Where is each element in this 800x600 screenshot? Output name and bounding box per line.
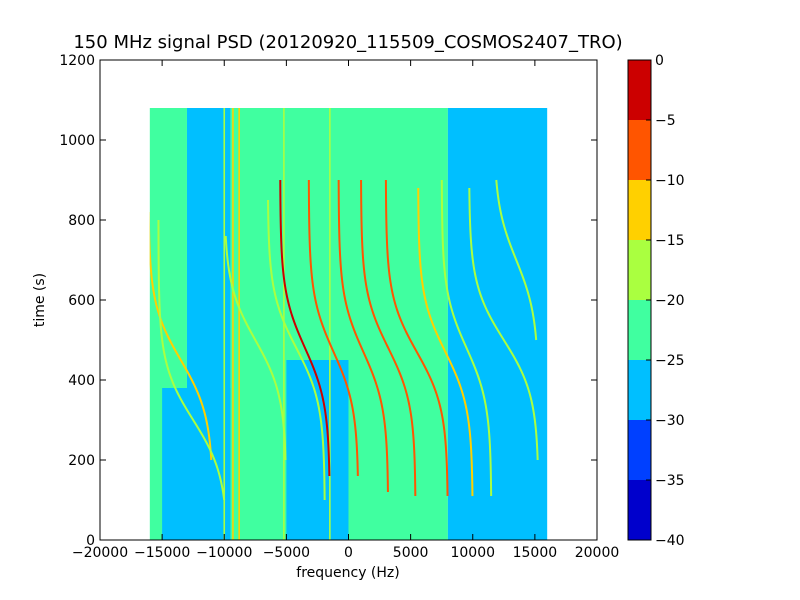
x-tick-label: −15000 — [134, 545, 190, 561]
doppler-trace — [495, 179, 538, 341]
doppler-trace — [149, 211, 213, 461]
doppler-trace — [224, 235, 287, 461]
doppler-trace — [417, 187, 474, 497]
doppler-trace — [337, 180, 389, 493]
y-tick-label: 200 — [68, 453, 95, 469]
x-tick-label: 10000 — [450, 545, 495, 561]
colorbar-segment — [628, 360, 651, 420]
y-tick-label: 1000 — [59, 133, 95, 149]
heatmap-content — [149, 108, 548, 540]
doppler-trace — [157, 219, 226, 501]
colorbar-segment — [628, 480, 651, 540]
colorbar-segment — [628, 120, 651, 180]
colorbar: 0 −5 −10 −15 −20 −25 −30 −35 −40 — [627, 53, 685, 549]
doppler-trace — [279, 180, 331, 477]
doppler-trace — [360, 179, 417, 497]
colorbar-segment — [628, 240, 651, 300]
doppler-trace — [267, 199, 326, 501]
doppler-trace — [440, 179, 493, 497]
colorbar-tick-label: −30 — [655, 413, 685, 429]
colorbar-segment — [628, 420, 651, 480]
x-tick-label: 15000 — [513, 545, 558, 561]
x-tick-label: 0 — [344, 545, 353, 561]
heatmap-cell — [162, 388, 231, 540]
x-tick-label: 5000 — [393, 545, 429, 561]
colorbar-tick-label: −20 — [655, 293, 685, 309]
x-tick-label: −5000 — [263, 545, 310, 561]
heatmap-cell — [447, 108, 548, 540]
colorbar-tick-label: −10 — [655, 173, 685, 189]
colorbar-segment — [628, 60, 651, 120]
y-tick-label: 0 — [86, 533, 95, 549]
heatmap-cell — [286, 360, 349, 540]
y-axis: 0 200 400 600 800 1000 1200 — [59, 53, 597, 549]
x-axis-label: frequency (Hz) — [296, 565, 399, 581]
y-tick-label: 800 — [68, 213, 95, 229]
x-tick-label: −10000 — [196, 545, 252, 561]
plot-area — [99, 59, 598, 541]
y-tick-label: 400 — [68, 373, 95, 389]
x-tick-label: −20000 — [72, 545, 128, 561]
chart-title: 150 MHz signal PSD (20120920_115509_COSM… — [73, 32, 622, 53]
colorbar-segment — [628, 300, 651, 360]
doppler-trace — [468, 187, 539, 461]
y-tick-label: 600 — [68, 293, 95, 309]
x-axis: −20000 −15000 −10000 −5000 0 5000 10000 15000 20… — [72, 60, 619, 561]
colorbar-tick-label: −40 — [655, 533, 685, 549]
doppler-trace — [307, 180, 359, 477]
heatmap-layer — [149, 108, 548, 540]
colorbar-tick-label: −15 — [655, 233, 685, 249]
colorbar-tick-label: 0 — [655, 53, 664, 69]
x-tick-label: 20000 — [575, 545, 620, 561]
y-tick-label: 1200 — [59, 53, 95, 69]
colorbar-tick-label: −35 — [655, 473, 685, 489]
colorbar-tick-label: −5 — [655, 113, 676, 129]
y-axis-label: time (s) — [32, 273, 48, 327]
doppler-trace — [384, 179, 449, 497]
colorbar-tick-label: −25 — [655, 353, 685, 369]
colorbar-segment — [628, 180, 651, 240]
